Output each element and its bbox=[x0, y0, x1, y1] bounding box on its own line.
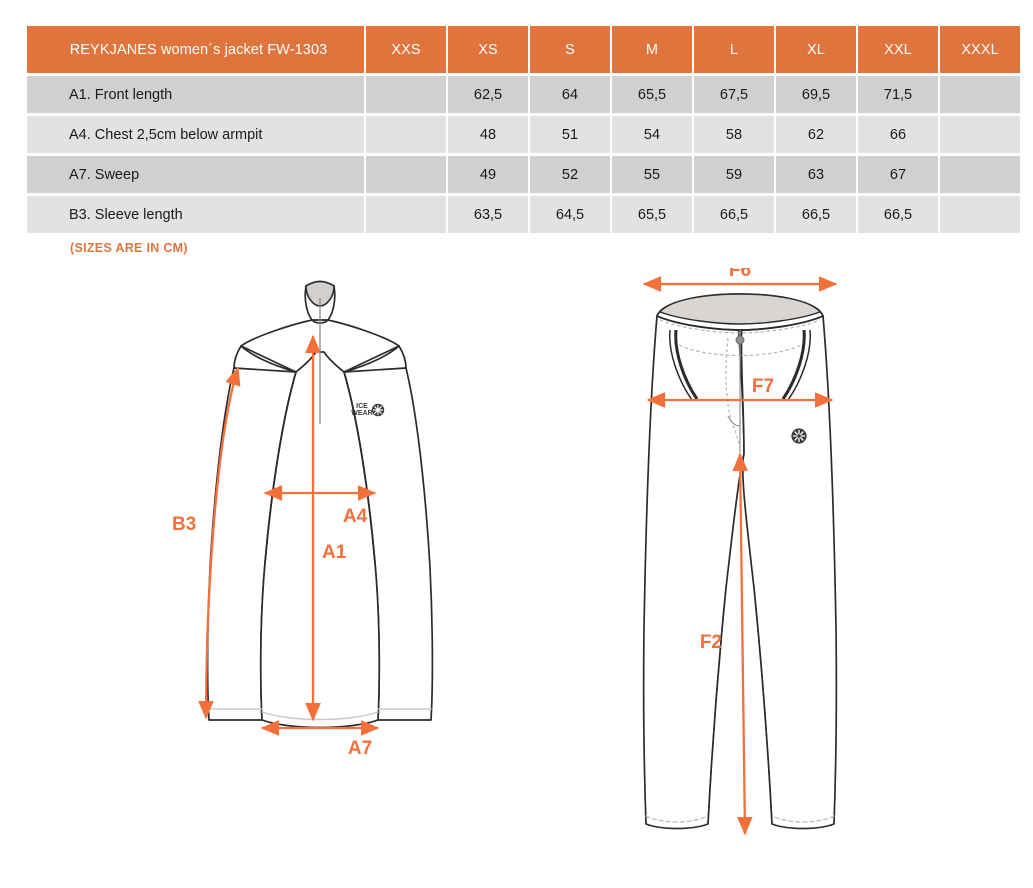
measure-label-f7: F7 bbox=[752, 376, 774, 397]
size-header-m: M bbox=[612, 26, 692, 73]
garment-diagrams: ICE WEAR B3 A4 A1 bbox=[0, 268, 1033, 888]
jacket-technical-drawing: ICE WEAR B3 A4 A1 bbox=[172, 280, 434, 759]
cell-value: 66,5 bbox=[776, 196, 856, 233]
row-label: A1. Front length bbox=[27, 76, 364, 113]
cell-value: 64,5 bbox=[530, 196, 610, 233]
cell-value: 51 bbox=[530, 116, 610, 153]
measure-label-f2: F2 bbox=[700, 632, 722, 653]
row-label: B3. Sleeve length bbox=[27, 196, 364, 233]
cell-value bbox=[940, 156, 1020, 193]
cell-value: 49 bbox=[448, 156, 528, 193]
measure-arrow-a1: A1 bbox=[305, 334, 347, 722]
cell-value: 67,5 bbox=[694, 76, 774, 113]
size-header-xl: XL bbox=[776, 26, 856, 73]
ice-wear-logo: ICE WEAR bbox=[351, 403, 385, 417]
table-header-row: REYKJANES women´s jacket FW-1303 XXS XS … bbox=[27, 26, 1020, 73]
table-body: A1. Front length 62,5 64 65,5 67,5 69,5 … bbox=[27, 76, 1020, 233]
size-chart-table: REYKJANES women´s jacket FW-1303 XXS XS … bbox=[25, 23, 1020, 236]
measure-label-a1: A1 bbox=[322, 542, 347, 563]
cell-value: 52 bbox=[530, 156, 610, 193]
measure-arrow-a7: A7 bbox=[260, 720, 380, 759]
pants-outline bbox=[642, 293, 838, 830]
cell-value bbox=[940, 116, 1020, 153]
measure-arrow-f2: F2 bbox=[700, 452, 753, 836]
cell-value: 65,5 bbox=[612, 76, 692, 113]
size-header-xxl: XXL bbox=[858, 26, 938, 73]
cell-value: 63,5 bbox=[448, 196, 528, 233]
cell-value: 69,5 bbox=[776, 76, 856, 113]
cell-value: 66 bbox=[858, 116, 938, 153]
table-row: B3. Sleeve length 63,5 64,5 65,5 66,5 66… bbox=[27, 196, 1020, 233]
measure-arrow-f6: F6 bbox=[642, 268, 838, 292]
product-title-cell: REYKJANES women´s jacket FW-1303 bbox=[27, 26, 364, 73]
logo-text-line1: ICE bbox=[356, 403, 368, 410]
size-header-s: S bbox=[530, 26, 610, 73]
pants-snowflake-logo bbox=[791, 428, 807, 444]
cell-value: 65,5 bbox=[612, 196, 692, 233]
units-note: (SIZES ARE IN CM) bbox=[70, 241, 188, 255]
cell-value: 48 bbox=[448, 116, 528, 153]
table-header: REYKJANES women´s jacket FW-1303 XXS XS … bbox=[27, 26, 1020, 73]
cell-value bbox=[366, 116, 446, 153]
measure-label-f6: F6 bbox=[729, 268, 751, 281]
cell-value: 67 bbox=[858, 156, 938, 193]
measure-arrow-f7: F7 bbox=[646, 376, 834, 408]
cell-value: 63 bbox=[776, 156, 856, 193]
measurements-table: REYKJANES women´s jacket FW-1303 XXS XS … bbox=[25, 23, 1022, 236]
size-header-xxs: XXS bbox=[366, 26, 446, 73]
cell-value bbox=[366, 156, 446, 193]
measure-label-a7: A7 bbox=[348, 738, 372, 759]
size-header-xs: XS bbox=[448, 26, 528, 73]
row-label: A4. Chest 2,5cm below armpit bbox=[27, 116, 364, 153]
cell-value bbox=[940, 196, 1020, 233]
cell-value bbox=[366, 76, 446, 113]
measure-arrow-b3: B3 bbox=[172, 366, 241, 720]
cell-value: 62 bbox=[776, 116, 856, 153]
size-header-xxxl: XXXL bbox=[940, 26, 1020, 73]
cell-value: 62,5 bbox=[448, 76, 528, 113]
cell-value: 66,5 bbox=[858, 196, 938, 233]
measure-label-a4: A4 bbox=[343, 506, 368, 527]
cell-value: 66,5 bbox=[694, 196, 774, 233]
pants-technical-drawing: F6 F7 F2 bbox=[642, 268, 838, 836]
cell-value: 58 bbox=[694, 116, 774, 153]
table-row: A1. Front length 62,5 64 65,5 67,5 69,5 … bbox=[27, 76, 1020, 113]
size-header-l: L bbox=[694, 26, 774, 73]
cell-value: 55 bbox=[612, 156, 692, 193]
table-row: A4. Chest 2,5cm below armpit 48 51 54 58… bbox=[27, 116, 1020, 153]
cell-value: 54 bbox=[612, 116, 692, 153]
cell-value: 64 bbox=[530, 76, 610, 113]
row-label: A7. Sweep bbox=[27, 156, 364, 193]
measure-label-b3: B3 bbox=[172, 514, 196, 535]
snowflake-icon bbox=[371, 403, 385, 417]
cell-value: 71,5 bbox=[858, 76, 938, 113]
cell-value bbox=[940, 76, 1020, 113]
logo-text-line2: WEAR bbox=[351, 410, 372, 417]
table-row: A7. Sweep 49 52 55 59 63 67 bbox=[27, 156, 1020, 193]
cell-value: 59 bbox=[694, 156, 774, 193]
cell-value bbox=[366, 196, 446, 233]
